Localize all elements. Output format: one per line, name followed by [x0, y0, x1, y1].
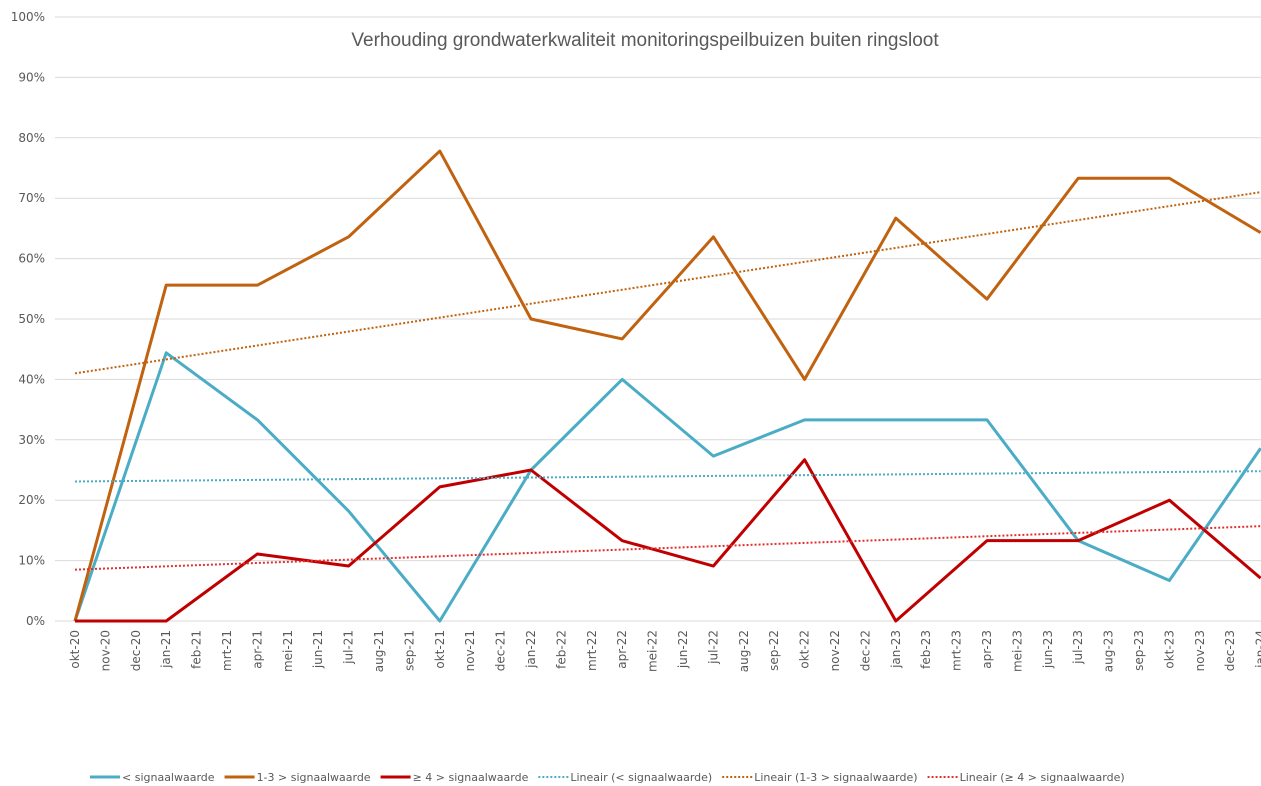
- x-tick-label: mrt-23: [950, 630, 964, 671]
- y-tick-label: 20%: [18, 493, 45, 507]
- y-tick-label: 60%: [18, 252, 45, 266]
- x-tick-label: aug-23: [1102, 630, 1116, 672]
- x-tick-label: feb-21: [190, 630, 204, 669]
- series-line: [73, 351, 1261, 623]
- y-tick-label: 0%: [26, 614, 45, 628]
- x-tick-label: mei-22: [646, 630, 660, 672]
- x-tick-label: okt-20: [68, 630, 82, 669]
- legend-label: Lineair (< signaalwaarde): [570, 771, 712, 784]
- x-tick-label: nov-23: [1193, 630, 1207, 671]
- x-tick-label: apr-21: [250, 630, 264, 669]
- legend-label: ≥ 4 > signaalwaarde: [413, 771, 529, 784]
- y-tick-label: 30%: [18, 433, 45, 447]
- x-tick-label: jul-21: [342, 630, 356, 665]
- x-tick-label: mei-21: [281, 630, 295, 672]
- series-line: [75, 458, 1261, 623]
- x-tick-label: mrt-21: [220, 630, 234, 671]
- x-tick-label: jul-23: [1071, 630, 1085, 665]
- x-tick-label: dec-23: [1223, 630, 1237, 671]
- x-tick-label: apr-22: [615, 630, 629, 669]
- y-tick-label: 40%: [18, 372, 45, 386]
- x-tick-label: sep-23: [1132, 630, 1146, 671]
- y-tick-label: 70%: [18, 191, 45, 205]
- x-tick-label: nov-22: [828, 630, 842, 671]
- x-tick-label: nov-20: [98, 630, 112, 671]
- y-tick-label: 90%: [18, 70, 45, 84]
- x-tick-label: mei-23: [1010, 630, 1024, 672]
- series-line: [74, 470, 1261, 483]
- x-tick-label: sep-21: [402, 630, 416, 671]
- x-tick-label: okt-21: [433, 630, 447, 669]
- x-tick-label: jun-21: [311, 630, 325, 669]
- x-tick-label: nov-21: [463, 630, 477, 671]
- chart-title: Verhouding grondwaterkwaliteit monitorin…: [351, 30, 939, 51]
- x-tick-label: jan-24: [1254, 630, 1261, 669]
- series-line: [74, 191, 1261, 375]
- legend-label: Lineair (≥ 4 > signaalwaarde): [960, 771, 1125, 784]
- x-tick-label: jul-22: [706, 630, 720, 665]
- x-tick-label: okt-23: [1162, 630, 1176, 669]
- x-tick-label: jun-22: [676, 630, 690, 669]
- x-tick-label: dec-20: [129, 630, 143, 671]
- x-tick-label: okt-22: [798, 630, 812, 669]
- x-tick-label: apr-23: [980, 630, 994, 669]
- x-tick-label: feb-22: [554, 630, 568, 669]
- x-tick-label: jun-23: [1041, 630, 1055, 669]
- x-tick-label: feb-23: [919, 630, 933, 669]
- series-line: [73, 149, 1261, 622]
- x-tick-label: dec-21: [494, 630, 508, 671]
- legend-label: < signaalwaarde: [122, 771, 215, 784]
- series-line: [74, 525, 1261, 571]
- x-tick-label: jan-21: [159, 630, 173, 669]
- y-tick-label: 80%: [18, 131, 45, 145]
- x-tick-label: aug-22: [737, 630, 751, 672]
- y-tick-label: 50%: [18, 312, 45, 326]
- x-tick-label: mrt-22: [585, 630, 599, 671]
- x-tick-label: dec-22: [858, 630, 872, 671]
- y-tick-label: 100%: [11, 10, 45, 24]
- legend-label: 1-3 > signaalwaarde: [257, 771, 371, 784]
- x-tick-label: jan-22: [524, 630, 538, 669]
- x-tick-label: sep-22: [767, 630, 781, 671]
- x-tick-label: jan-23: [889, 630, 903, 669]
- y-tick-label: 10%: [18, 554, 45, 568]
- legend-label: Lineair (1-3 > signaalwaarde): [754, 771, 917, 784]
- x-tick-label: aug-21: [372, 630, 386, 672]
